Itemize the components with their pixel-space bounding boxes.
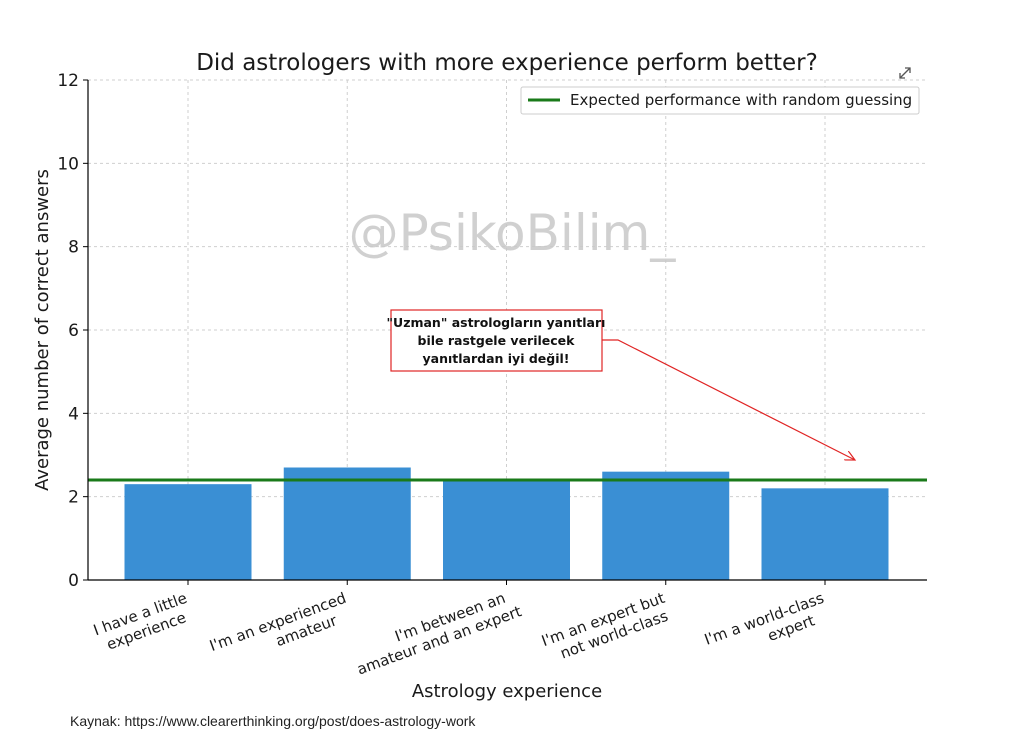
y-tick-label: 10 <box>57 154 79 174</box>
source-text: Kaynak: https://www.clearerthinking.org/… <box>70 713 476 729</box>
legend: Expected performance with random guessin… <box>520 86 920 115</box>
x-axis-title: Astrology experience <box>412 681 602 702</box>
bar <box>443 480 570 580</box>
annotation-box <box>390 309 603 372</box>
x-tick-label: I'm an experiencedamateur <box>207 589 355 672</box>
y-tick-label: 12 <box>57 71 79 91</box>
x-tick-label: I have a littleexperience <box>91 589 196 656</box>
y-tick-label: 0 <box>68 571 79 591</box>
watermark: @PsikoBilim_ <box>349 204 677 262</box>
bar <box>283 467 411 580</box>
annotation-line-2: bile rastgele verilecek <box>418 333 576 348</box>
annotation-arrow <box>602 339 855 460</box>
x-ticks: I have a littleexperience I'm an experien… <box>91 580 833 678</box>
annotation: "Uzman" astrologların yanıtları bile ras… <box>387 309 855 460</box>
expand-icon[interactable] <box>899 67 911 79</box>
bar <box>602 471 730 580</box>
x-tick-label: I'm an expert butnot world-class <box>539 589 673 667</box>
bars <box>124 467 889 580</box>
bar <box>124 484 252 580</box>
y-tick-label: 8 <box>68 238 79 258</box>
bar <box>761 488 889 580</box>
chart-title: Did astrologers with more experience per… <box>196 50 818 76</box>
annotation-line-3: yanıtlardan iyi değil! <box>423 351 570 366</box>
y-tick-label: 2 <box>68 488 79 508</box>
x-tick-label: I'm between anamateur and an expert <box>348 585 524 678</box>
y-axis-title: Average number of correct answers <box>32 169 53 491</box>
y-tick-label: 4 <box>68 404 79 424</box>
y-tick-label: 6 <box>68 321 79 341</box>
annotation-line-1: "Uzman" astrologların yanıtları <box>387 315 606 330</box>
y-ticks: 0 2 4 6 8 10 12 <box>57 71 88 591</box>
x-tick-label: I'm a world-classexpert <box>702 589 833 666</box>
legend-box <box>520 86 920 115</box>
legend-label: Expected performance with random guessin… <box>570 91 912 109</box>
